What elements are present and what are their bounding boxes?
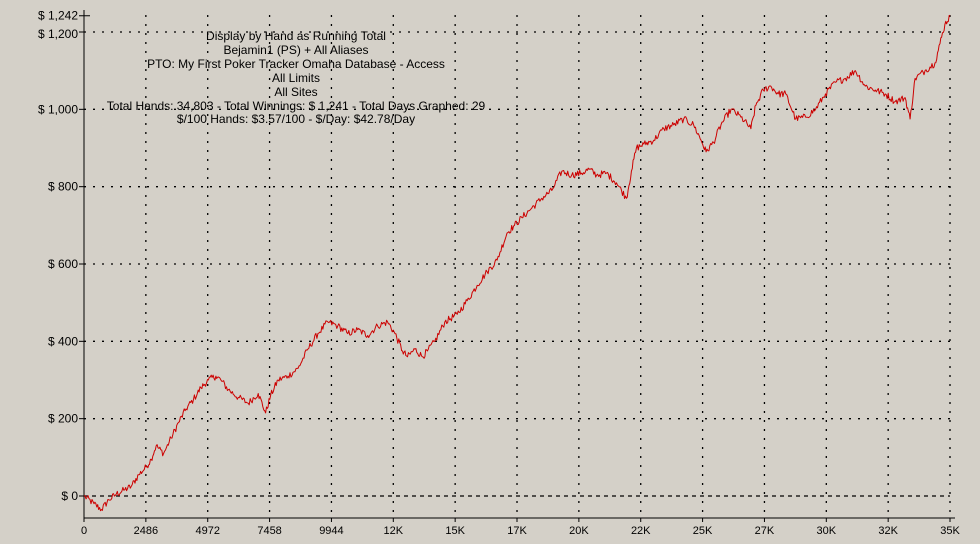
y-tick-label-1: $ 200 <box>48 412 78 426</box>
series-layer <box>83 14 951 512</box>
series-line-0 <box>83 14 951 512</box>
y-tick-label-4: $ 800 <box>48 180 78 194</box>
y-tick-label-0: $ 0 <box>61 489 78 503</box>
x-tick-label-1: 2486 <box>134 525 158 537</box>
y-tick-label-2: $ 400 <box>48 334 78 348</box>
x-tick-label-5: 12K <box>384 525 404 537</box>
x-tick-label-7: 17K <box>507 525 527 537</box>
axis-layer: $ 0 $ 200 $ 400 $ 600 $ 800 $ 1,000 $ 1,200 $ 1… <box>38 8 960 537</box>
y-tick-label-3: $ 600 <box>48 257 78 271</box>
x-tick-label-6: 15K <box>445 525 465 537</box>
x-tick-label-4: 9944 <box>319 525 343 537</box>
x-tick-label-11: 27K <box>755 525 775 537</box>
x-tick-label-12: 30K <box>817 525 837 537</box>
y-tick-label-5: $ 1,000 <box>38 102 78 116</box>
y-tick-label-6: $ 1,200 <box>38 27 78 41</box>
x-tick-label-14: 35K <box>940 525 960 537</box>
x-tick-label-9: 22K <box>631 525 651 537</box>
x-tick-label-0: 0 <box>81 525 87 537</box>
x-tick-label-10: 25K <box>693 525 713 537</box>
grid-layer <box>84 15 951 518</box>
x-tick-label-8: 20K <box>569 525 589 537</box>
x-tick-label-3: 7458 <box>257 525 281 537</box>
x-tick-label-13: 32K <box>878 525 898 537</box>
x-tick-label-2: 4972 <box>195 525 219 537</box>
y-tick-label-7: $ 1,242 <box>38 8 78 22</box>
